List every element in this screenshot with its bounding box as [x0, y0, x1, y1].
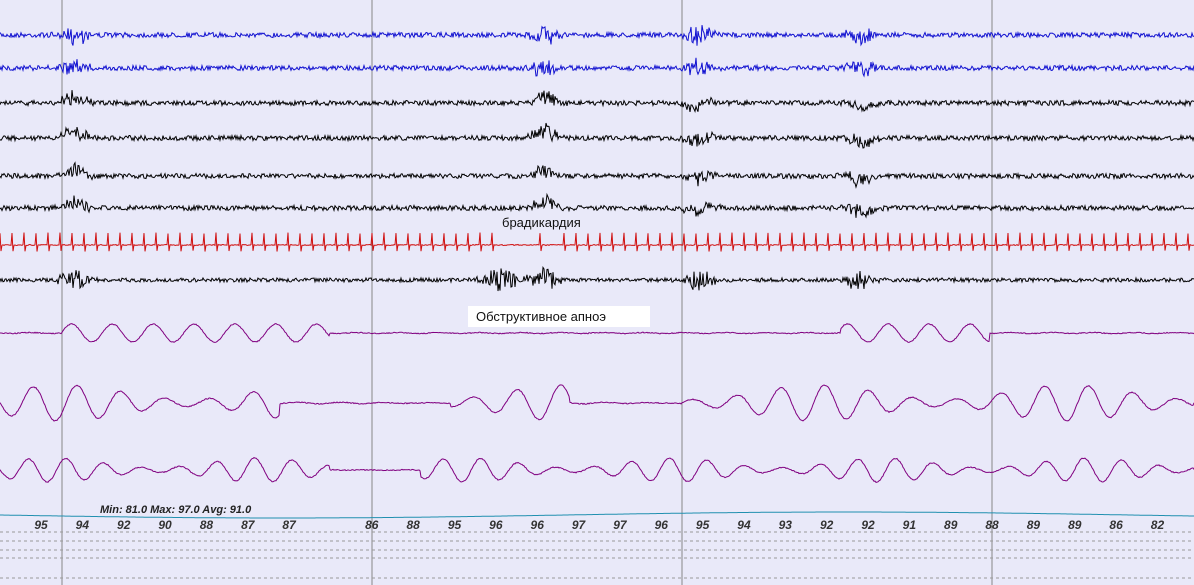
waveform [0, 161, 1194, 189]
waveform [0, 322, 1194, 343]
spo2-reading: 87 [282, 518, 297, 532]
spo2-reading: 94 [76, 518, 90, 532]
spo2-reading: 89 [944, 518, 958, 532]
spo2-reading: 96 [655, 518, 669, 532]
spo2-reading: 93 [779, 518, 793, 532]
spo2-reading: 90 [158, 518, 172, 532]
spo2-readings: 95 94 92 90 88 87 87 86 88 95 96 96 97 97 96 95 94 93 92 92… [34, 518, 1164, 532]
spo2-reading: 97 [613, 518, 628, 532]
spo2-reading: 95 [696, 518, 710, 532]
spo2-reading: 86 [1109, 518, 1123, 532]
waveform [0, 25, 1194, 47]
spo2-reading: 97 [572, 518, 587, 532]
vertical-gridlines [61, 0, 993, 585]
annotation: Обструктивное апноэ [476, 309, 606, 324]
waveform [0, 57, 1194, 78]
waveform [0, 265, 1194, 292]
annotation-box [468, 306, 650, 327]
waveform [0, 122, 1194, 149]
spo2-reading: 92 [861, 518, 875, 532]
spo2-reading: 89 [1027, 518, 1041, 532]
annotation: брадикардия [502, 215, 581, 230]
spo2-reading: 94 [737, 518, 751, 532]
spo2-reading: 87 [241, 518, 256, 532]
waveforms [0, 25, 1194, 519]
waveform [0, 232, 1194, 252]
waveform [0, 192, 1194, 219]
spo2-reading: 88 [406, 518, 420, 532]
dashed-lines [0, 531, 1194, 579]
spo2-reading: 89 [1068, 518, 1082, 532]
spo2-reading: 82 [1151, 518, 1165, 532]
spo2-reading: 96 [489, 518, 503, 532]
spo2-reading: 96 [531, 518, 545, 532]
spo2-reading: 92 [820, 518, 834, 532]
waveform [0, 90, 1194, 114]
spo2-reading: 95 [448, 518, 462, 532]
spo2-reading: 91 [903, 518, 917, 532]
waveform [0, 457, 1194, 483]
waveform [0, 384, 1194, 422]
spo2-reading: 92 [117, 518, 131, 532]
spo2-reading: 86 [365, 518, 379, 532]
spo2-reading: 88 [985, 518, 999, 532]
spo2-reading: 95 [34, 518, 48, 532]
spo2-stats: Min: 81.0 Max: 97.0 Avg: 91.0 [100, 504, 252, 516]
waveform [0, 511, 1194, 519]
spo2-reading: 88 [200, 518, 214, 532]
